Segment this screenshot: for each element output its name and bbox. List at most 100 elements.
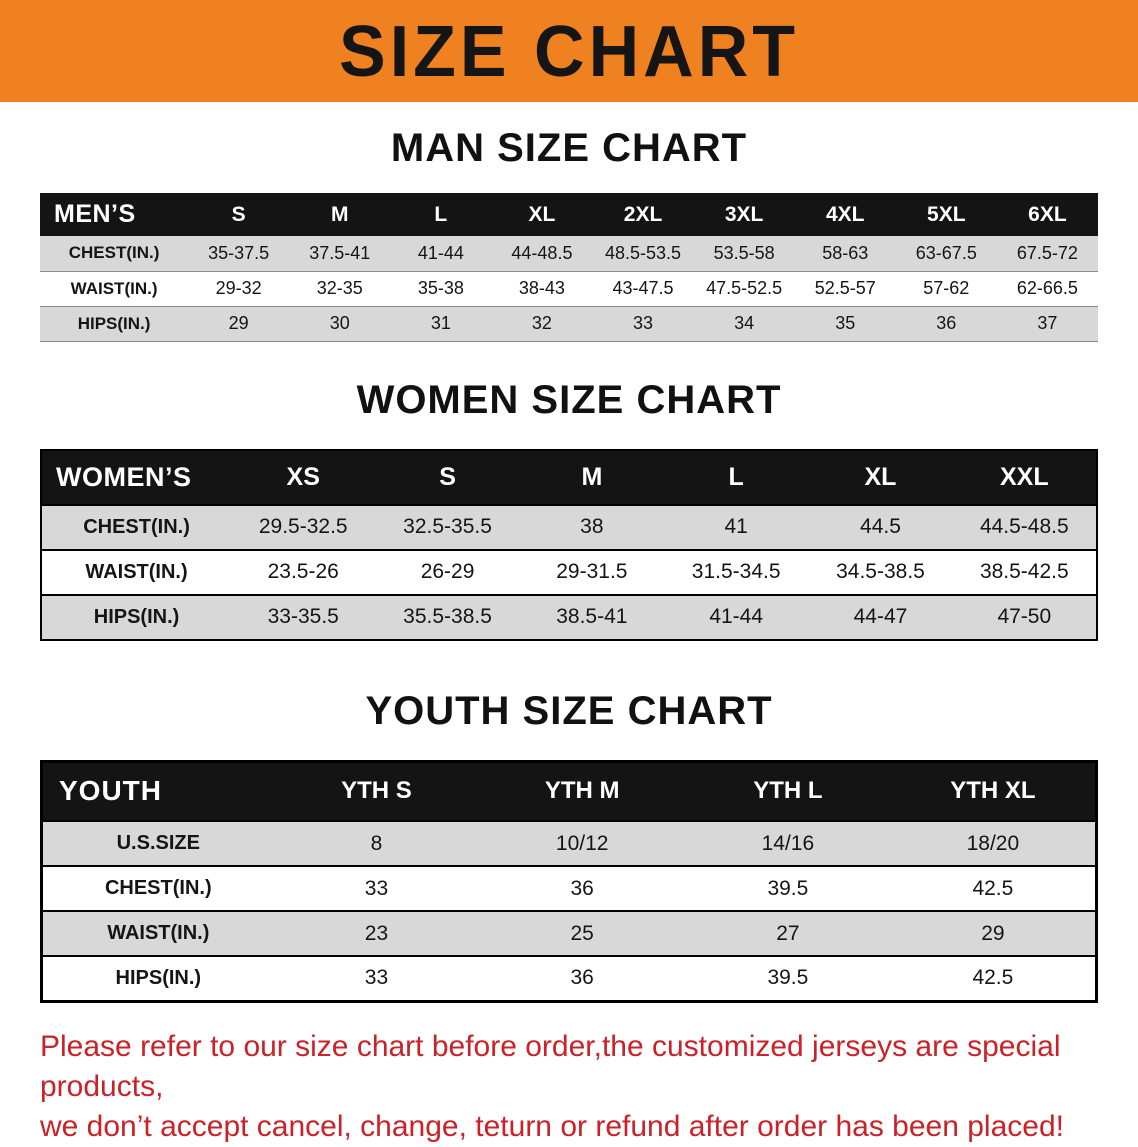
size-value: 58-63 [822,242,869,263]
size-value: 36 [936,313,957,333]
size-value: 44.5-48.5 [979,515,1069,538]
size-value: 10/12 [555,831,609,855]
column-header: YTH L [685,761,891,821]
size-value: 39.5 [767,966,809,990]
size-value: 39.5 [767,876,809,900]
size-value: 44-47 [853,605,908,628]
row-label: WAIST(IN.) [85,560,188,583]
size-value: 53.5-58 [713,242,775,263]
man-size-chart-heading: MAN SIZE CHART [390,126,748,170]
size-value: 27 [776,921,800,945]
column-header: YTH S [273,761,480,821]
column-header: 6XL [996,193,1098,236]
column-header: YTH M [479,761,686,821]
row-label: WAIST(IN.) [70,278,158,298]
size-value: 34.5-38.5 [836,560,925,583]
disclaimer-note: Please refer to our size chart before or… [40,1027,1110,1147]
size-value: 29-31.5 [556,560,628,583]
size-value: 23.5-26 [267,560,339,583]
size-value: 35.5-38.5 [403,605,492,628]
size-value: 47-50 [997,605,1052,628]
size-value: 8 [370,831,383,855]
row-label: WAIST(IN.) [107,922,210,944]
column-header: S [375,449,520,505]
size-value: 29 [228,313,249,333]
table-row: HIPS(IN.) 33 36 39.5 42.5 [41,956,1097,1001]
size-value: 38-43 [518,278,565,298]
size-value: 18/20 [966,831,1020,855]
column-header: L [664,449,809,505]
disclaimer-line: Please refer to our size chart before or… [40,1029,1061,1103]
women-size-chart-heading: WOMEN SIZE CHART [356,377,782,422]
column-header: XS [231,449,376,505]
size-value: 41-44 [709,605,764,628]
size-value: 35-37.5 [208,242,270,263]
row-label: HIPS(IN.) [115,966,202,989]
column-header: 3XL [693,193,795,236]
row-label: CHEST(IN.) [83,515,190,538]
size-value: 25 [570,921,594,945]
corner-label: WOMEN’S [41,449,232,505]
size-value: 63-67.5 [915,242,977,263]
column-header: XL [491,193,593,236]
size-value: 29.5-32.5 [258,515,348,538]
youth-size-section: YOUTH SIZE CHART YOUTH YTH S YTH M YTH L YTH… [0,689,1138,1003]
corner-label: MEN’S [40,193,189,236]
disclaimer-line: we don’t accept cancel, change, teturn o… [40,1109,1064,1143]
size-value: 44.5 [860,515,901,538]
size-value: 32-35 [316,278,363,298]
size-value: 33-35.5 [267,605,339,628]
men-size-table: MEN’S S M L XL 2XL 3XL 4XL 5XL 6XL CHEST(IN.) 35-37… [40,193,1098,342]
size-value: 42.5 [972,876,1014,900]
size-value: 41-44 [417,242,464,263]
table-row: U.S.SIZE 8 10/12 14/16 18/20 [41,821,1097,866]
size-value: 34 [734,313,755,333]
size-value: 33 [364,966,389,990]
size-value: 23 [364,921,389,945]
size-value: 33 [364,876,389,900]
table-row: CHEST(IN.) 33 36 39.5 42.5 [41,866,1097,911]
size-value: 38.5-41 [556,605,628,628]
size-value: 35-38 [417,278,464,298]
youth-size-table: YOUTH YTH S YTH M YTH L YTH XL U.S.SIZE 8 10/12… [40,759,1098,1003]
size-value: 33 [633,313,654,333]
table-header-row: YOUTH YTH S YTH M YTH L YTH XL [41,761,1097,821]
table-row: WAIST(IN.) 23.5-26 26-29 29-31.5 31.5-34.5 34… [41,549,1097,595]
table-row: WAIST(IN.) 29-32 32-35 35-38 38-43 43-47.5 47.… [40,271,1098,306]
column-header: M [289,193,391,236]
row-label: CHEST(IN.) [104,877,212,899]
size-value: 36 [570,876,594,900]
size-value: 48.5-53.5 [605,242,682,263]
size-value: 37.5-41 [309,242,371,263]
size-value: 52.5-57 [814,278,876,298]
column-header: S [188,193,290,236]
size-value: 62-66.5 [1016,278,1078,298]
banner-title: SIZE CHART [339,10,799,92]
size-value: 44-48.5 [511,242,573,263]
size-value: 42.5 [972,966,1014,990]
size-value: 38 [580,515,604,538]
size-value: 26-29 [420,560,475,583]
size-value: 36 [570,966,594,990]
row-label: HIPS(IN.) [93,605,180,628]
size-value: 30 [329,313,350,333]
table-row: HIPS(IN.) 29 30 31 32 33 34 35 36 37 [40,306,1098,341]
size-value: 38.5-42.5 [979,560,1069,583]
row-label: CHEST(IN.) [68,243,160,263]
column-header: L [390,193,492,236]
size-value: 37 [1037,313,1058,333]
size-value: 67.5-72 [1016,242,1078,263]
column-header: M [519,449,665,505]
row-label: HIPS(IN.) [77,313,151,333]
column-header: XL [808,449,953,505]
size-value: 31 [430,313,451,333]
table-row: WAIST(IN.) 23 25 27 29 [41,911,1097,956]
row-label: U.S.SIZE [116,832,200,854]
table-header-row: MEN’S S M L XL 2XL 3XL 4XL 5XL 6XL [40,193,1098,236]
table-row: CHEST(IN.) 35-37.5 37.5-41 41-44 44-48.5 48.5… [40,236,1098,271]
column-header: YTH XL [890,761,1097,821]
size-value: 32.5-35.5 [403,515,492,538]
table-row: CHEST(IN.) 29.5-32.5 32.5-35.5 38 41 44.5 44.5… [41,504,1097,550]
size-value: 29-32 [215,278,262,298]
